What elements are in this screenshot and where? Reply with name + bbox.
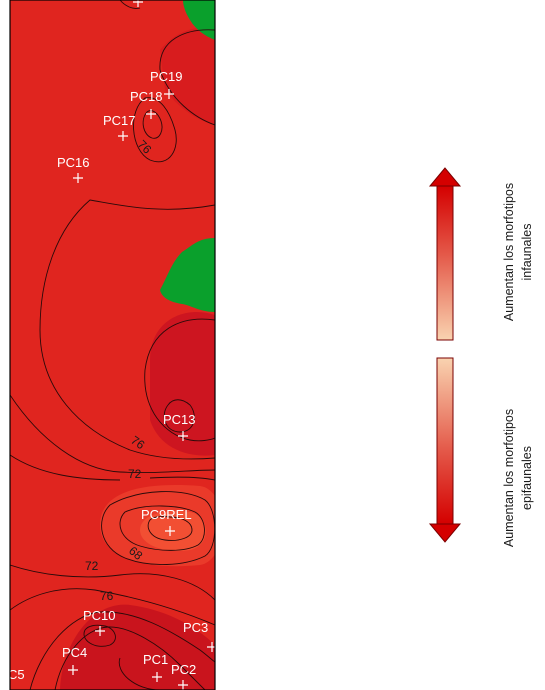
station-label: PC1 (143, 652, 168, 667)
contour-line (119, 0, 141, 9)
station-marker (133, 0, 143, 7)
station-label: PC17 (103, 113, 136, 128)
station-label: PC19 (150, 69, 183, 84)
station-marker (178, 431, 188, 441)
zone-center-right (150, 312, 215, 456)
station-label: PC9REL (141, 507, 192, 522)
map-frame (9, 0, 216, 690)
station-label: PC16 (57, 155, 90, 170)
station-label: PC13 (163, 412, 196, 427)
legend-arrow-down (428, 357, 462, 543)
contour-line (10, 394, 215, 474)
land-mid (160, 238, 215, 312)
contour-line (39, 199, 215, 460)
contour-line (101, 491, 215, 565)
zone-top-right (160, 27, 215, 125)
contour-line (144, 318, 215, 442)
station-marker (178, 680, 188, 690)
contour-line (10, 588, 215, 626)
station-marker (207, 642, 215, 652)
station-label: PC18 (130, 89, 163, 104)
contour-line (54, 626, 206, 690)
contour-line (163, 399, 195, 433)
station-marker (118, 131, 128, 141)
legend-label-infaunal-line1: Aumentan los morfotipos (502, 183, 516, 321)
legend-label-epifaunal-line2: epifaunales (520, 446, 534, 510)
station-marker (164, 89, 174, 99)
legend-label-epifaunal-line1: Aumentan los morfotipos (502, 409, 516, 547)
station-marker (68, 665, 78, 675)
contour-line (142, 110, 163, 139)
contour-line (159, 29, 215, 71)
contour-line (149, 476, 215, 481)
legend-label-infaunal-line2: infaunales (520, 224, 534, 281)
contour-line (133, 97, 177, 163)
contour-line (83, 624, 116, 647)
station-marker (152, 672, 162, 682)
contour-label: 76 (100, 589, 114, 603)
contour-line (147, 516, 193, 541)
contour-line (29, 611, 215, 690)
station-label: PC2 (171, 662, 196, 677)
contour-label: 72 (85, 559, 99, 573)
station-label: PC4 (62, 645, 87, 660)
station-label: C5 (8, 667, 25, 682)
legend: Aumentan los morfotipos infaunales Aumen… (428, 167, 534, 547)
contour-label: 72 (128, 467, 142, 481)
station-label: PC3 (183, 620, 208, 635)
contour-line (119, 505, 205, 551)
legend-arrow-up (428, 167, 462, 341)
contour-line (10, 564, 215, 601)
station-marker (73, 173, 83, 183)
station-marker (95, 626, 105, 636)
contour-line (159, 69, 215, 126)
contour-line (10, 454, 121, 481)
station-marker (165, 526, 175, 536)
zone-bottom (60, 604, 215, 690)
contour-map: 76 76 72 68 72 76 PC19 PC18 PC17 PC16 PC… (8, 0, 215, 690)
station-marker (146, 109, 156, 119)
station-label: PC10 (83, 608, 116, 623)
